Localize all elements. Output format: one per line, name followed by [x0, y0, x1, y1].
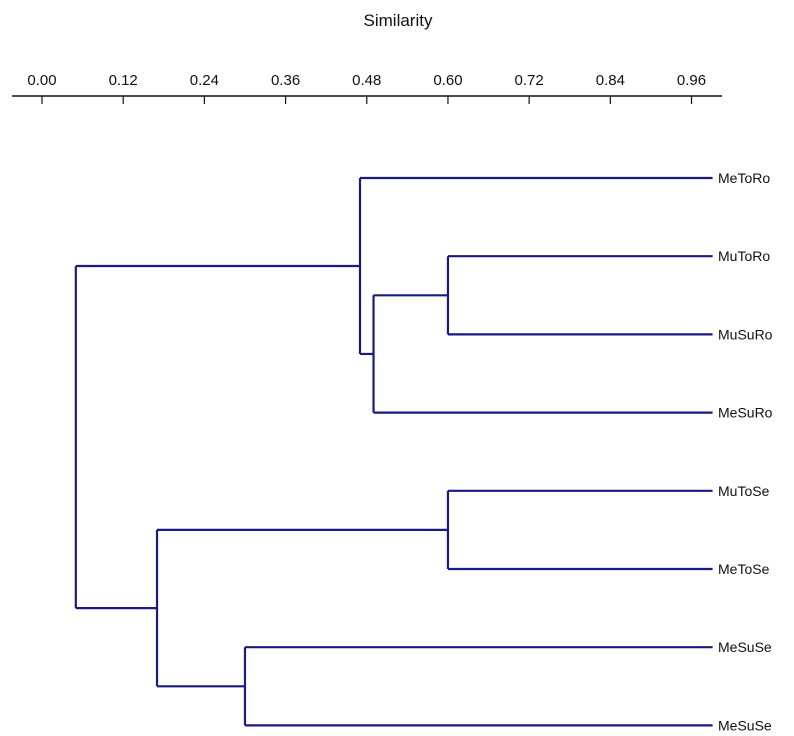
leaf-label: MuToRo	[718, 248, 770, 264]
x-tick-label: 0.48	[352, 72, 381, 89]
leaf-label: MeToSe	[718, 561, 770, 577]
leaf-label: MeToRo	[718, 170, 770, 186]
leaf-label: MeSuSe	[718, 717, 772, 733]
x-tick-label: 0.96	[677, 72, 706, 89]
dendrogram-branches	[74, 176, 713, 727]
x-tick-label: 0.36	[271, 72, 300, 89]
x-tick-label: 0.24	[190, 72, 219, 89]
leaf-label: MuToSe	[718, 483, 770, 499]
x-axis: 0.00 0.12 0.24 0.36 0.48 0.60 0.72 0.84 0.96	[12, 72, 722, 104]
x-axis-title: Similarity	[364, 11, 433, 30]
x-tick-label: 0.60	[433, 72, 462, 89]
x-tick-label: 0.84	[596, 72, 625, 89]
leaf-label: MuSuRo	[718, 326, 773, 342]
leaf-label: MeSuRo	[718, 405, 773, 421]
x-tick-label: 0.72	[515, 72, 544, 89]
leaf-labels: MeToRo MuToRo MuSuRo MeSuRo MuToSe MeToSe MeSu…	[718, 170, 773, 733]
x-tick-label: 0.00	[27, 72, 56, 89]
leaf-label: MeSuSe	[718, 639, 772, 655]
x-tick-label: 0.12	[109, 72, 138, 89]
